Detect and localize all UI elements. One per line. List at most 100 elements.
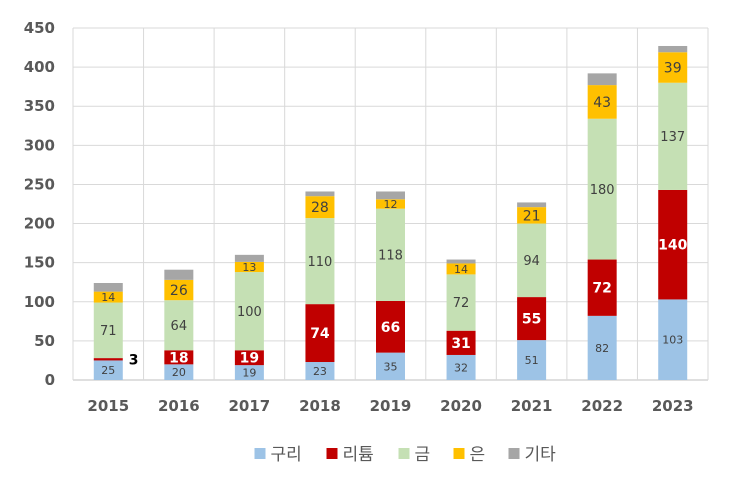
data-label: 23 (313, 365, 327, 378)
data-label: 28 (311, 200, 329, 216)
data-label: 118 (378, 249, 403, 264)
x-tick-label: 2015 (87, 397, 129, 415)
data-label: 35 (384, 360, 398, 373)
y-tick-label: 200 (24, 215, 55, 233)
legend-label: 리튬 (343, 445, 374, 465)
data-label: 71 (100, 324, 117, 339)
x-tick-label: 2020 (440, 397, 482, 415)
bar-segment (376, 208, 405, 301)
data-label: 14 (101, 291, 115, 304)
bar-segment (305, 191, 335, 197)
bar-segment (658, 189, 688, 300)
bar-segment (658, 45, 688, 53)
data-label: 12 (384, 198, 398, 211)
bar-segment (587, 85, 617, 119)
data-label: 39 (664, 61, 682, 77)
legend-label: 금 (415, 445, 431, 465)
x-tick-label: 2016 (158, 397, 200, 415)
bar-segment (164, 364, 194, 380)
x-tick-label: 2018 (299, 397, 341, 415)
data-label: 51 (525, 354, 539, 367)
y-tick-label: 350 (24, 97, 55, 115)
x-tick-label: 2019 (370, 397, 412, 415)
data-label: 43 (593, 95, 611, 111)
bar-segment (658, 52, 688, 83)
bar-segment (517, 297, 547, 341)
legend-swatch (508, 448, 520, 459)
data-label: 19 (242, 367, 256, 380)
data-label: 74 (310, 326, 330, 342)
data-label: 26 (170, 283, 188, 299)
bar-segment (234, 350, 264, 366)
x-tick-label: 2023 (652, 397, 694, 415)
legend: 구리 리튬 금 은 기타 (254, 445, 557, 465)
data-label: 72 (453, 296, 470, 311)
bar-segment (587, 315, 617, 380)
bar-segment (93, 358, 123, 361)
data-label: 180 (590, 183, 615, 198)
bar-segment (446, 274, 476, 331)
x-axis-ticks: 2015 2016 2017 2018 2019 2020 2021 2022 2023 (87, 397, 693, 415)
data-label: 20 (172, 366, 186, 379)
bar-segment (164, 279, 194, 301)
bar-segment (93, 291, 123, 303)
bar-segment (587, 118, 617, 260)
y-tick-label: 50 (34, 332, 55, 350)
bar-segment (234, 365, 264, 380)
bar-segment (305, 304, 335, 363)
bar-segment (446, 263, 476, 275)
bar-segment (658, 82, 688, 190)
bar-segment (305, 218, 335, 305)
bar-segment (376, 191, 405, 200)
bar-segment (658, 299, 688, 380)
bar-segment (517, 340, 547, 380)
bars (93, 45, 688, 380)
bar-segment (587, 259, 617, 316)
bar-segment (234, 254, 264, 262)
legend-swatch (326, 448, 338, 459)
bar-segment (517, 207, 547, 224)
data-label: 100 (237, 305, 262, 320)
y-tick-label: 250 (24, 175, 55, 193)
legend-swatch (398, 448, 410, 459)
bar-segment (587, 73, 617, 86)
y-tick-label: 450 (24, 19, 55, 37)
y-tick-label: 150 (24, 254, 55, 272)
x-tick-label: 2017 (229, 397, 271, 415)
legend-label: 구리 (271, 445, 302, 465)
data-label: 72 (592, 281, 611, 297)
bar-segment (93, 283, 123, 292)
bar-segment (93, 302, 123, 359)
data-label: 103 (662, 334, 683, 347)
bar-segment (446, 259, 476, 264)
data-label: 31 (451, 336, 470, 352)
legend-label: 기타 (525, 445, 557, 465)
bar-segment (305, 362, 335, 380)
data-label: 137 (660, 130, 685, 145)
data-label: 32 (454, 361, 468, 374)
bar-segment (234, 272, 264, 351)
bar-segment (446, 330, 476, 355)
y-tick-label: 400 (24, 58, 55, 76)
data-label: 64 (171, 319, 188, 334)
bar-segment (164, 350, 194, 365)
legend-swatch (254, 448, 266, 459)
bar-segment (376, 199, 405, 209)
data-label: 25 (101, 364, 115, 377)
bar-segment (305, 196, 335, 219)
data-label: 14 (454, 263, 468, 276)
bar-segment (376, 352, 405, 380)
data-label: 94 (523, 254, 540, 269)
bar-segment (164, 269, 194, 280)
legend-swatch (453, 448, 465, 459)
data-label: 82 (595, 342, 609, 355)
bar-segment (376, 300, 405, 353)
y-tick-label: 300 (24, 136, 55, 154)
data-label: 21 (523, 208, 541, 224)
data-label: 19 (240, 351, 259, 367)
bar-segment (164, 300, 194, 351)
data-label: 55 (522, 312, 541, 328)
bar-segment (446, 354, 476, 380)
